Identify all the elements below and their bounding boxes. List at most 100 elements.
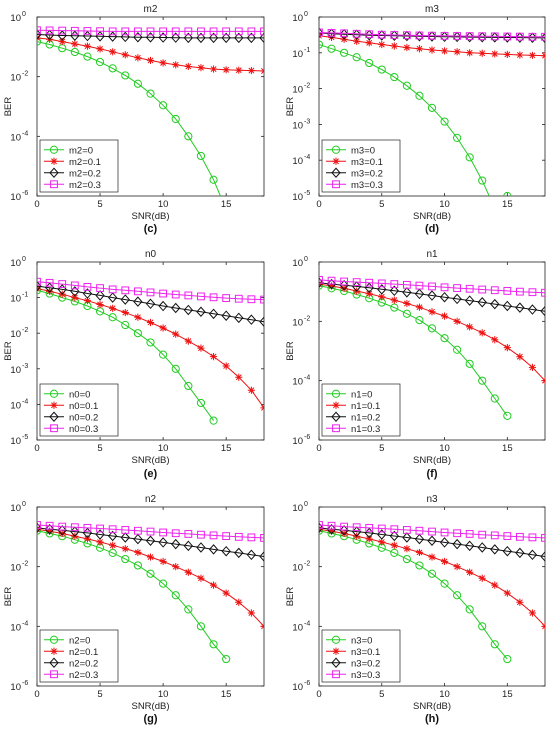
data-point-diamond-1 — [326, 523, 337, 535]
data-point-square-6 — [108, 525, 117, 534]
x-tick-label: 15 — [221, 689, 232, 700]
panel-caption: (e) — [144, 468, 158, 480]
data-point-star-12 — [466, 323, 474, 331]
series-line-0 — [37, 41, 221, 196]
data-point-circle-13 — [478, 622, 487, 631]
data-point-circle-3 — [70, 47, 79, 57]
x-axis-label: SNR(dB) — [413, 211, 451, 222]
data-point-square-0 — [319, 521, 323, 529]
data-point-star-16 — [516, 598, 524, 606]
y-tick-exponent: -6 — [22, 190, 28, 197]
data-point-square-15 — [503, 287, 512, 295]
data-point-diamond-11 — [452, 538, 462, 550]
data-point-star-6 — [390, 296, 398, 304]
data-point-star-11 — [172, 563, 180, 571]
x-tick-label: 10 — [439, 689, 450, 700]
data-point-diamond-17 — [246, 549, 257, 561]
data-point-square-6 — [390, 31, 399, 39]
y-tick-label: 10 — [10, 365, 21, 376]
data-point-diamond-9 — [145, 32, 156, 43]
data-point-circle-10 — [440, 117, 449, 126]
x-axis-label: SNR(dB) — [131, 455, 169, 466]
data-point-square-10 — [159, 27, 168, 36]
data-point-star-11 — [453, 317, 461, 325]
data-point-diamond-legend-2 — [331, 411, 341, 423]
data-point-square-5 — [377, 524, 386, 533]
data-point-square-4 — [365, 523, 374, 532]
series-line-0 — [319, 44, 508, 196]
data-point-diamond-7 — [402, 532, 412, 543]
series-line-3 — [319, 524, 545, 539]
data-point-diamond-15 — [502, 545, 513, 557]
data-point-square-0 — [319, 28, 323, 37]
panel-caption: (d) — [425, 223, 439, 235]
data-point-circle-10 — [159, 579, 168, 588]
data-point-circle-14 — [490, 394, 499, 403]
series-line-2 — [37, 34, 264, 39]
data-point-star-legend-1 — [332, 157, 340, 165]
data-point-square-0 — [37, 277, 41, 286]
x-tick-label: 15 — [221, 199, 232, 210]
data-point-square-13 — [197, 530, 205, 539]
data-point-star-2 — [340, 284, 348, 292]
y-tick-exponent: 0 — [22, 11, 26, 18]
data-point-square-7 — [121, 526, 130, 534]
data-point-diamond-4 — [82, 288, 93, 299]
data-point-diamond-10 — [158, 300, 168, 312]
data-point-star-4 — [365, 290, 373, 298]
data-point-diamond-10 — [439, 537, 450, 548]
data-point-star-8 — [415, 548, 424, 557]
data-point-star-2 — [58, 37, 66, 46]
data-point-diamond-12 — [464, 31, 475, 43]
data-point-star-10 — [159, 59, 167, 67]
data-point-diamond-13 — [196, 32, 206, 44]
data-point-circle-13 — [196, 622, 206, 631]
series-line-2 — [37, 285, 264, 323]
x-tick-label: 0 — [316, 199, 321, 210]
data-point-square-18 — [260, 295, 264, 304]
data-point-circle-11 — [453, 133, 462, 142]
y-tick-label: 10 — [292, 13, 303, 24]
data-point-circle-3 — [352, 53, 361, 62]
data-point-square-16 — [234, 532, 243, 541]
data-point-circle-7 — [121, 320, 130, 330]
data-point-star-5 — [96, 538, 104, 546]
data-point-square-6 — [108, 285, 117, 294]
data-point-diamond-10 — [158, 537, 168, 548]
series-line-2 — [319, 527, 545, 557]
data-point-star-14 — [209, 353, 218, 361]
data-point-square-14 — [209, 531, 218, 540]
data-point-square-15 — [222, 27, 231, 36]
data-point-diamond-legend-2 — [49, 657, 59, 669]
data-point-circle-14 — [209, 175, 218, 184]
data-point-square-7 — [121, 286, 130, 295]
data-point-diamond-0 — [37, 29, 42, 40]
data-point-circle-8 — [415, 316, 424, 325]
data-point-diamond-7 — [120, 294, 130, 305]
data-point-diamond-2 — [339, 525, 349, 536]
data-point-square-3 — [70, 523, 79, 532]
data-point-diamond-9 — [145, 535, 156, 546]
data-point-square-1 — [327, 521, 336, 530]
data-point-square-15 — [503, 32, 512, 41]
data-point-circle-legend-0 — [331, 145, 341, 154]
data-point-star-legend-1 — [50, 401, 58, 409]
series-group — [37, 521, 264, 664]
data-point-star-9 — [146, 318, 155, 327]
data-point-square-16 — [234, 294, 243, 303]
data-point-circle-7 — [402, 81, 411, 90]
data-point-circle-12 — [184, 132, 193, 141]
x-tick-label: 15 — [502, 443, 513, 454]
legend-entry: n1=0.3 — [351, 424, 380, 435]
legend-entry: n1=0.2 — [351, 412, 380, 423]
data-point-square-18 — [260, 27, 264, 36]
data-point-diamond-16 — [234, 547, 244, 559]
data-point-circle-11 — [171, 114, 180, 124]
data-point-square-2 — [58, 26, 67, 35]
x-tick-label: 10 — [158, 443, 169, 454]
y-tick-label: 10 — [10, 192, 21, 203]
data-point-square-15 — [222, 532, 231, 540]
data-point-diamond-16 — [515, 302, 525, 313]
data-point-diamond-0 — [319, 522, 324, 534]
